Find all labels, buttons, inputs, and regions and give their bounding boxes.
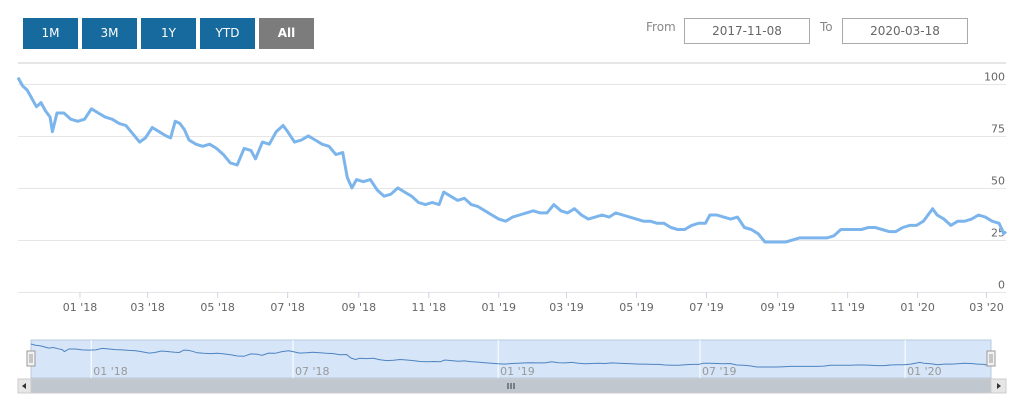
range-ytd-button[interactable]: YTD	[200, 18, 255, 49]
to-label: To	[820, 20, 833, 34]
y-tick-label: 0	[998, 279, 1005, 292]
navigator-right-handle	[986, 350, 996, 367]
y-tick-label: 50	[991, 175, 1005, 188]
navigator-tick-label: 07 '19	[702, 365, 737, 378]
range-1y-button[interactable]: 1Y	[141, 18, 196, 49]
x-tick-label: 01 '18	[63, 301, 98, 314]
navigator-tick-label: 07 '18	[295, 365, 330, 378]
range-all-button[interactable]: All	[259, 18, 314, 49]
series-line	[16, 76, 1008, 244]
from-date-input[interactable]	[684, 18, 810, 44]
navigator-left-handle	[26, 350, 36, 367]
y-tick-label: 75	[991, 123, 1005, 136]
x-tick-label: 09 '19	[760, 301, 795, 314]
x-tick-label: 05 '19	[619, 301, 654, 314]
x-tick-label: 05 '18	[200, 301, 235, 314]
navigator-series-line	[30, 343, 992, 368]
x-axis-labels: 01 '18 03 '18 05 '18 07 '18 09 '18 11 '18 01 '…	[63, 292, 1004, 314]
x-tick-label: 07 '18	[270, 301, 305, 314]
scroll-right-arrow-icon	[997, 383, 1001, 389]
navigator-tick-label: 01 '20	[907, 365, 942, 378]
from-label: From	[646, 20, 676, 34]
x-tick-label: 11 '18	[412, 301, 447, 314]
x-tick-label: 07 '19	[689, 301, 724, 314]
scrollbar[interactable]	[17, 378, 1007, 394]
x-tick-label: 03 '20	[969, 301, 1004, 314]
x-tick-label: 01 '19	[482, 301, 517, 314]
range-3m-button[interactable]: 3M	[82, 18, 137, 49]
x-tick-label: 03 '18	[130, 301, 165, 314]
grid-lines	[18, 62, 1006, 293]
y-tick-label: 100	[984, 71, 1005, 84]
plot-area	[16, 76, 1008, 244]
x-tick-label: 09 '18	[342, 301, 377, 314]
navigator-selection	[30, 339, 992, 379]
navigator-tick-label: 01 '19	[500, 365, 535, 378]
x-tick-label: 03 '19	[549, 301, 584, 314]
navigator[interactable]: 01 '18 07 '18 01 '19 07 '19 01 '20	[26, 339, 996, 379]
x-tick-label: 11 '19	[830, 301, 865, 314]
to-date-input[interactable]	[842, 18, 968, 44]
navigator-tick-label: 01 '18	[93, 365, 128, 378]
range-1m-button[interactable]: 1M	[23, 18, 78, 49]
x-tick-label: 01 '20	[900, 301, 935, 314]
scroll-left-arrow-icon	[22, 383, 26, 389]
